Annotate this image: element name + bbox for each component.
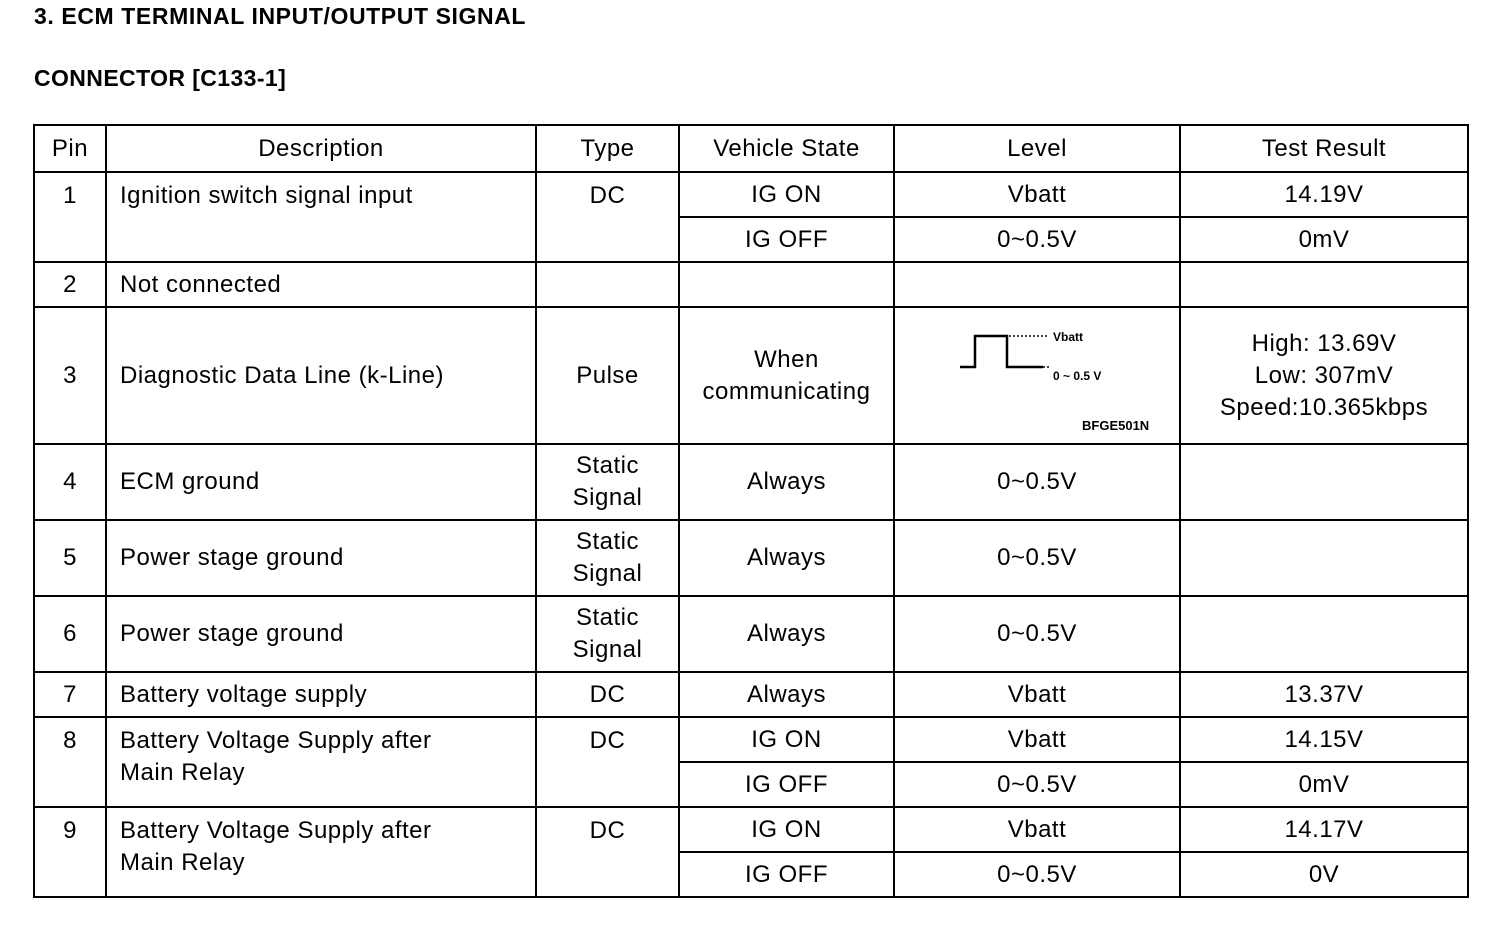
level-cell: Vbatt bbox=[893, 671, 1181, 718]
type-cell: DC bbox=[535, 806, 680, 898]
level-cell: 0~0.5V bbox=[893, 443, 1181, 521]
result-high: High: 13.69V bbox=[1251, 329, 1397, 357]
state-cell: IG OFF bbox=[678, 216, 895, 263]
header-pin: Pin bbox=[33, 124, 107, 173]
result-cell: High: 13.69V Low: 307mV Speed:10.365kbps bbox=[1179, 306, 1469, 445]
figure-code: BFGE501N bbox=[1082, 418, 1150, 433]
description-cell: Battery voltage supply bbox=[105, 671, 537, 718]
level-cell: 0~0.5V bbox=[893, 519, 1181, 597]
type-cell: DC bbox=[535, 171, 680, 263]
header-description: Description bbox=[105, 124, 537, 173]
state-cell: Always bbox=[678, 443, 895, 521]
level-cell bbox=[893, 261, 1181, 308]
type-cell: Pulse bbox=[535, 306, 680, 445]
table-row: 8 Battery Voltage Supply after Main Rela… bbox=[33, 716, 1469, 808]
result-cell: 0mV bbox=[1179, 761, 1469, 808]
state-cell: Always bbox=[678, 595, 895, 673]
result-cell: 0mV bbox=[1179, 216, 1469, 263]
pin-cell: 5 bbox=[33, 519, 107, 597]
description-cell: ECM ground bbox=[105, 443, 537, 521]
result-cell bbox=[1179, 519, 1469, 597]
level-cell: 0~0.5V bbox=[893, 216, 1181, 263]
result-low: Low: 307mV bbox=[1254, 361, 1394, 389]
section-title: 3. ECM TERMINAL INPUT/OUTPUT SIGNAL bbox=[34, 3, 527, 29]
result-cell: 13.37V bbox=[1179, 671, 1469, 718]
pin-cell: 7 bbox=[33, 671, 107, 718]
level-cell: 0~0.5V bbox=[893, 761, 1181, 808]
table-row: 3 Diagnostic Data Line (k-Line) Pulse Wh… bbox=[33, 306, 1469, 445]
description-cell: Battery Voltage Supply after Main Relay bbox=[105, 806, 537, 898]
pulse-waveform-icon bbox=[960, 334, 1049, 369]
result-cell: 14.15V bbox=[1179, 716, 1469, 763]
state-cell: IG ON bbox=[678, 806, 895, 853]
type-cell: Static Signal bbox=[535, 519, 680, 597]
type-cell: DC bbox=[535, 716, 680, 808]
table-row: IG OFF 0~0.5V 0mV bbox=[34, 761, 1469, 808]
pin-cell: 4 bbox=[33, 443, 107, 521]
description-cell: Diagnostic Data Line (k-Line) bbox=[105, 306, 537, 445]
description-cell: Battery Voltage Supply after Main Relay bbox=[105, 716, 537, 808]
signal-table: Pin Description Type Vehicle State Level… bbox=[33, 124, 1469, 898]
type-cell: Static Signal bbox=[535, 443, 680, 521]
header-level: Level bbox=[893, 124, 1181, 173]
header-test-result: Test Result bbox=[1179, 124, 1469, 173]
pin-cell: 8 bbox=[33, 716, 107, 808]
description-cell: Power stage ground bbox=[105, 519, 537, 597]
state-cell: Always bbox=[678, 671, 895, 718]
pin-cell: 1 bbox=[33, 171, 107, 263]
waveform-low-label: 0 ~ 0.5 V bbox=[1053, 369, 1102, 383]
state-cell: Always bbox=[678, 519, 895, 597]
pin-cell: 2 bbox=[33, 261, 107, 308]
state-cell: IG OFF bbox=[678, 761, 895, 808]
table-row: 4 ECM ground Static Signal Always 0~0.5V bbox=[33, 443, 1469, 521]
type-cell bbox=[535, 261, 680, 308]
level-cell: Vbatt bbox=[893, 806, 1181, 853]
table-row: 5 Power stage ground Static Signal Alway… bbox=[33, 519, 1469, 597]
table-row: 2 Not connected bbox=[33, 261, 1469, 308]
header-vehicle-state: Vehicle State bbox=[678, 124, 895, 173]
description-cell: Power stage ground bbox=[105, 595, 537, 673]
table-row: 7 Battery voltage supply DC Always Vbatt… bbox=[33, 671, 1469, 718]
pin-cell: 9 bbox=[33, 806, 107, 898]
result-cell bbox=[1179, 261, 1469, 308]
description-cell: Ignition switch signal input bbox=[105, 171, 537, 263]
table-row: IG OFF 0~0.5V 0V bbox=[34, 851, 1469, 898]
type-cell: DC bbox=[535, 671, 680, 718]
level-cell: 0~0.5V bbox=[893, 595, 1181, 673]
result-cell: 0V bbox=[1179, 851, 1469, 898]
state-cell: IG ON bbox=[678, 171, 895, 218]
header-type: Type bbox=[535, 124, 680, 173]
state-cell: IG ON bbox=[678, 716, 895, 763]
level-cell: Vbatt bbox=[893, 716, 1181, 763]
result-cell bbox=[1179, 595, 1469, 673]
table-row: 9 Battery Voltage Supply after Main Rela… bbox=[33, 806, 1469, 898]
state-cell bbox=[678, 261, 895, 308]
table-row: 6 Power stage ground Static Signal Alway… bbox=[33, 595, 1469, 673]
connector-title: CONNECTOR [C133-1] bbox=[34, 65, 287, 91]
result-cell bbox=[1179, 443, 1469, 521]
state-cell: When communicating bbox=[678, 306, 895, 445]
pin-cell: 3 bbox=[33, 306, 107, 445]
level-cell: 0~0.5V bbox=[893, 851, 1181, 898]
waveform-high-label: Vbatt bbox=[1053, 330, 1083, 344]
level-cell: Vbatt bbox=[893, 171, 1181, 218]
description-cell: Not connected bbox=[105, 261, 537, 308]
pulse-waveform-figure: Vbatt 0 ~ 0.5 V BFGE501N bbox=[895, 308, 1179, 443]
result-speed: Speed:10.365kbps bbox=[1219, 393, 1429, 421]
result-cell: 14.19V bbox=[1179, 171, 1469, 218]
result-cell: 14.17V bbox=[1179, 806, 1469, 853]
state-cell: IG OFF bbox=[678, 851, 895, 898]
table-header-row: Pin Description Type Vehicle State Level… bbox=[33, 124, 1469, 173]
table-row: 1 Ignition switch signal input DC IG ON … bbox=[33, 171, 1469, 263]
type-cell: Static Signal bbox=[535, 595, 680, 673]
table-row: IG OFF 0~0.5V 0mV bbox=[34, 216, 1469, 263]
pin-cell: 6 bbox=[33, 595, 107, 673]
level-cell: Vbatt 0 ~ 0.5 V BFGE501N bbox=[893, 306, 1181, 445]
